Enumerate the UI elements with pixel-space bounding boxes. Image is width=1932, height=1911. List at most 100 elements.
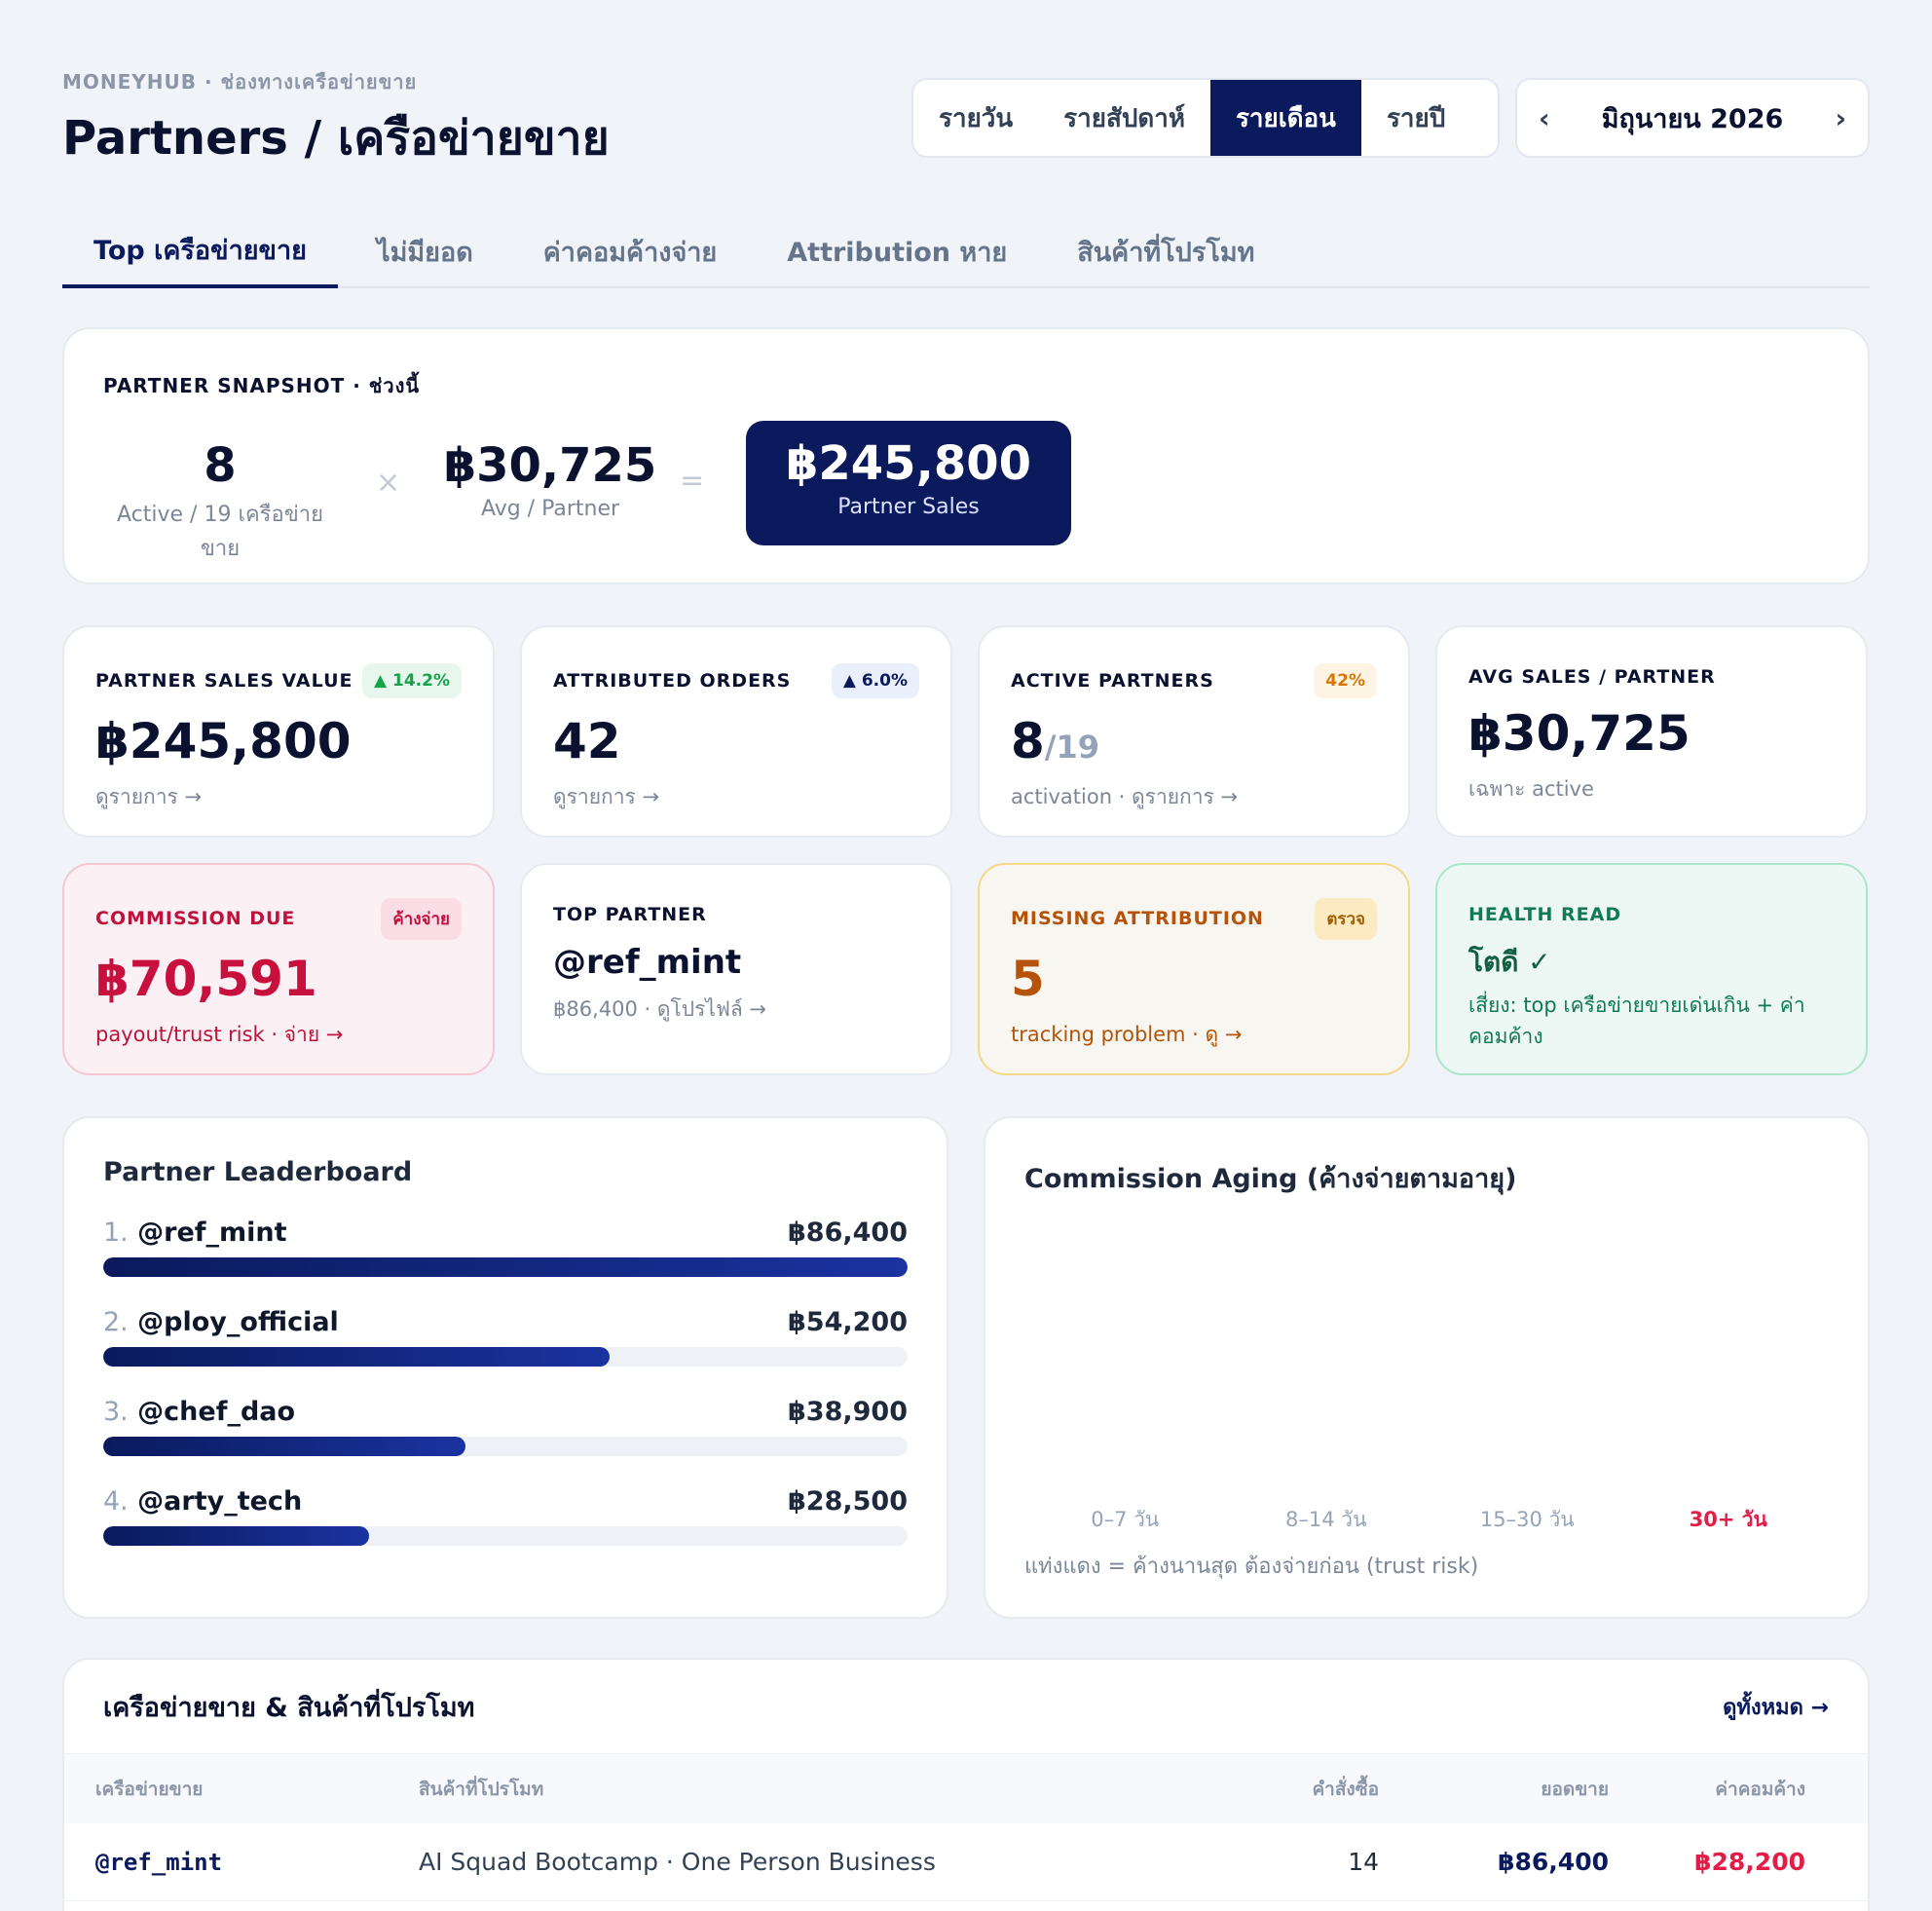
- partner-sales: ฿54,200: [788, 1307, 908, 1337]
- partner-products-table: เครือข่ายขาย & สินค้าที่โปรโมท ดูทั้งหมด…: [62, 1658, 1870, 1911]
- leaderboard-row[interactable]: 4. @arty_tech ฿28,500: [103, 1478, 908, 1546]
- column-header[interactable]: ยอดขาย: [1541, 1778, 1609, 1800]
- period-daily-button[interactable]: รายวัน: [939, 103, 1014, 133]
- column-header[interactable]: สินค้าที่โปรโมท: [419, 1778, 544, 1800]
- tab-no-sales[interactable]: ไม่มียอด: [377, 237, 473, 268]
- tab-bar: Top เครือข่ายขาย ไม่มียอด ค่าคอมค้างจ่าย…: [62, 214, 1870, 288]
- kpi-label: ATTRIBUTED ORDERS: [553, 670, 792, 692]
- kpi-value: ฿70,591: [95, 951, 317, 1007]
- column-header[interactable]: เครือข่ายขาย: [95, 1778, 204, 1800]
- kpi-health-read: HEALTH READ โตดี ✓ เสี่ยง: top เครือข่าย…: [1435, 863, 1868, 1075]
- kpi-top-partner[interactable]: TOP PARTNER @ref_mint ฿86,400 · ดูโปรไฟล…: [520, 863, 952, 1075]
- leaderboard-list: 1. @ref_mint ฿86,400 2. @ploy_official ฿54,…: [103, 1209, 908, 1546]
- view-list-link[interactable]: ดูรายการ →: [95, 785, 203, 808]
- leaderboard-row[interactable]: 2. @ploy_official ฿54,200: [103, 1298, 908, 1367]
- kpi-label: AVG SALES / PARTNER: [1468, 666, 1716, 688]
- column-header[interactable]: คำสั่งซื้อ: [1312, 1778, 1379, 1800]
- snapshot-active-value: 8: [204, 438, 237, 493]
- partner-handle: @arty_tech: [137, 1486, 303, 1517]
- partner-handle: @ref_mint: [137, 1218, 287, 1248]
- kpi-active-partners[interactable]: ACTIVE PARTNERS 42% 8/19 activation · ดู…: [978, 625, 1410, 838]
- tab-commission-due[interactable]: ค่าคอมค้างจ่าย: [542, 237, 718, 268]
- period-switch: รายวัน รายสัปดาห์ รายเดือน รายปี: [911, 78, 1500, 158]
- kpi-value: 5: [1011, 951, 1045, 1007]
- kpi-label: HEALTH READ: [1468, 904, 1622, 925]
- snapshot-total-value: ฿245,800: [785, 436, 1032, 491]
- kpi-label: MISSING ATTRIBUTION: [1011, 908, 1264, 929]
- rank: 2.: [103, 1307, 129, 1337]
- commission-aging: Commission Aging (ค้างจ่ายตามอายุ) 0–7 ว…: [984, 1116, 1870, 1619]
- bucket-label-overdue: 30+ วัน: [1689, 1508, 1767, 1531]
- progress-track: [103, 1257, 908, 1277]
- snapshot-active-label: Active / 19 เครือข่ายขาย: [117, 503, 323, 561]
- partner-name: 3. @chef_dao: [103, 1397, 295, 1427]
- partner-sales: ฿86,400: [788, 1218, 908, 1248]
- progress-track: [103, 1437, 908, 1456]
- bucket-label: 0–7 วัน: [1091, 1508, 1160, 1531]
- period-weekly-button[interactable]: รายสัปดาห์: [1063, 103, 1185, 133]
- partner-snapshot-card: PARTNER SNAPSHOT · ช่วงนี้ 8 Active / 19…: [62, 327, 1870, 584]
- kpi-value-total: /19: [1044, 729, 1100, 766]
- panel-title: Commission Aging (ค้างจ่ายตามอายุ): [1024, 1164, 1517, 1194]
- view-all-link[interactable]: ดูทั้งหมด →: [1723, 1695, 1829, 1720]
- kpi-value: 42: [553, 713, 621, 769]
- multiply-sign: ×: [376, 466, 401, 500]
- rate-badge: 42%: [1314, 663, 1377, 698]
- commission-amount: ฿28,200: [1694, 1848, 1805, 1876]
- view-link[interactable]: tracking problem · ดู →: [1011, 1023, 1243, 1046]
- snapshot-avg-label: Avg / Partner: [480, 497, 620, 521]
- kpi-attributed-orders[interactable]: ATTRIBUTED ORDERS ▲ 6.0% 42 ดูรายการ →: [520, 625, 952, 838]
- promoted-product: AI Squad Bootcamp · One Person Business: [419, 1848, 936, 1876]
- equals-sign: =: [680, 464, 705, 498]
- period-monthly-button[interactable]: รายเดือน: [1209, 80, 1361, 156]
- partner-name: 4. @arty_tech: [103, 1486, 302, 1517]
- progress-fill: [103, 1437, 465, 1456]
- snapshot-avg: ฿30,725 Avg / Partner: [428, 438, 672, 521]
- aging-note: แท่งแดง = ค้างนานสุด ต้องจ่ายก่อน (trust…: [1024, 1555, 1479, 1579]
- kpi-value: ฿30,725: [1468, 705, 1690, 762]
- progress-track: [103, 1347, 908, 1367]
- view-profile-link[interactable]: ฿86,400 · ดูโปรไฟล์ →: [553, 997, 766, 1021]
- partner-handle: @ploy_official: [137, 1307, 339, 1337]
- rank: 3.: [103, 1397, 129, 1427]
- kpi-label: COMMISSION DUE: [95, 908, 296, 929]
- tab-attribution-missing[interactable]: Attribution หาย: [787, 237, 1008, 268]
- leaderboard-row[interactable]: 1. @ref_mint ฿86,400: [103, 1209, 908, 1277]
- page-title: Partners / เครือข่ายขาย: [62, 111, 610, 166]
- partner-handle[interactable]: @ref_mint: [95, 1848, 223, 1876]
- snapshot-avg-value: ฿30,725: [443, 438, 657, 493]
- view-list-link[interactable]: activation · ดูรายการ →: [1011, 785, 1239, 808]
- breadcrumb: MONEYHUB · ช่องทางเครือข่ายขาย: [62, 70, 418, 94]
- chevron-right-icon[interactable]: ›: [1835, 101, 1846, 134]
- status-badge: ค้างจ่าย: [381, 897, 462, 940]
- snapshot-label: PARTNER SNAPSHOT · ช่วงนี้: [103, 374, 421, 397]
- kpi-label: TOP PARTNER: [553, 904, 707, 925]
- snapshot-total: ฿245,800 Partner Sales: [746, 421, 1071, 545]
- table-title: เครือข่ายขาย & สินค้าที่โปรโมท: [103, 1692, 475, 1723]
- column-header[interactable]: ค่าคอมค้าง: [1715, 1778, 1805, 1800]
- order-count: 14: [1348, 1848, 1379, 1876]
- kpi-label: PARTNER SALES VALUE: [95, 670, 353, 692]
- kpi-partner-sales-value[interactable]: PARTNER SALES VALUE ▲ 14.2% ฿245,800 ดูร…: [62, 625, 495, 838]
- pay-link[interactable]: payout/trust risk · จ่าย →: [95, 1023, 344, 1046]
- tab-top-partners[interactable]: Top เครือข่ายขาย: [62, 214, 338, 288]
- rank: 4.: [103, 1486, 129, 1517]
- status-badge: ตรวจ: [1315, 897, 1377, 940]
- bucket-label: 8–14 วัน: [1285, 1508, 1367, 1531]
- kpi-commission-due[interactable]: COMMISSION DUE ค้างจ่าย ฿70,591 payout/t…: [62, 863, 495, 1075]
- progress-fill: [103, 1347, 611, 1367]
- period-yearly-button[interactable]: รายปี: [1386, 103, 1446, 133]
- month-navigator: ‹ มิถุนายน 2026 ›: [1515, 78, 1870, 158]
- table-row[interactable]: @ref_mint AI Squad Bootcamp · One Person…: [64, 1823, 1868, 1901]
- kpi-value: @ref_mint: [553, 943, 742, 982]
- chevron-left-icon[interactable]: ‹: [1539, 101, 1550, 134]
- panel-title: Partner Leaderboard: [103, 1157, 413, 1187]
- partner-name: 1. @ref_mint: [103, 1218, 287, 1248]
- leaderboard-row[interactable]: 3. @chef_dao ฿38,900: [103, 1388, 908, 1456]
- view-list-link[interactable]: ดูรายการ →: [553, 785, 660, 808]
- kpi-missing-attribution[interactable]: MISSING ATTRIBUTION ตรวจ 5 tracking prob…: [978, 863, 1410, 1075]
- partner-sales: ฿38,900: [788, 1397, 908, 1427]
- kpi-note: เสี่ยง: top เครือข่ายขายเด่นเกิน + ค่าคอ…: [1468, 993, 1805, 1048]
- snapshot-active: 8 Active / 19 เครือข่ายขาย: [103, 438, 337, 565]
- tab-promoted-products[interactable]: สินค้าที่โปรโมท: [1077, 237, 1255, 268]
